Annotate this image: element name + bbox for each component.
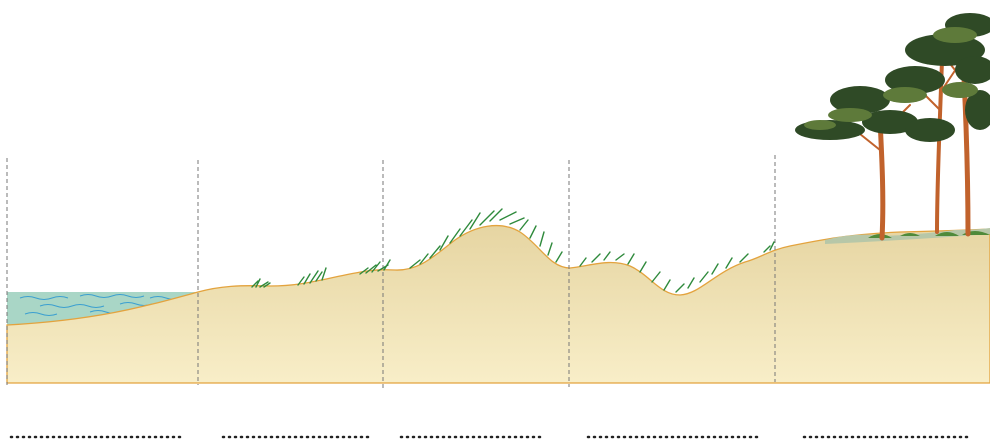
dune-profile-diagram — [0, 0, 990, 441]
page — [0, 0, 990, 441]
sand-profile — [7, 226, 990, 383]
pine-trees — [795, 13, 990, 238]
